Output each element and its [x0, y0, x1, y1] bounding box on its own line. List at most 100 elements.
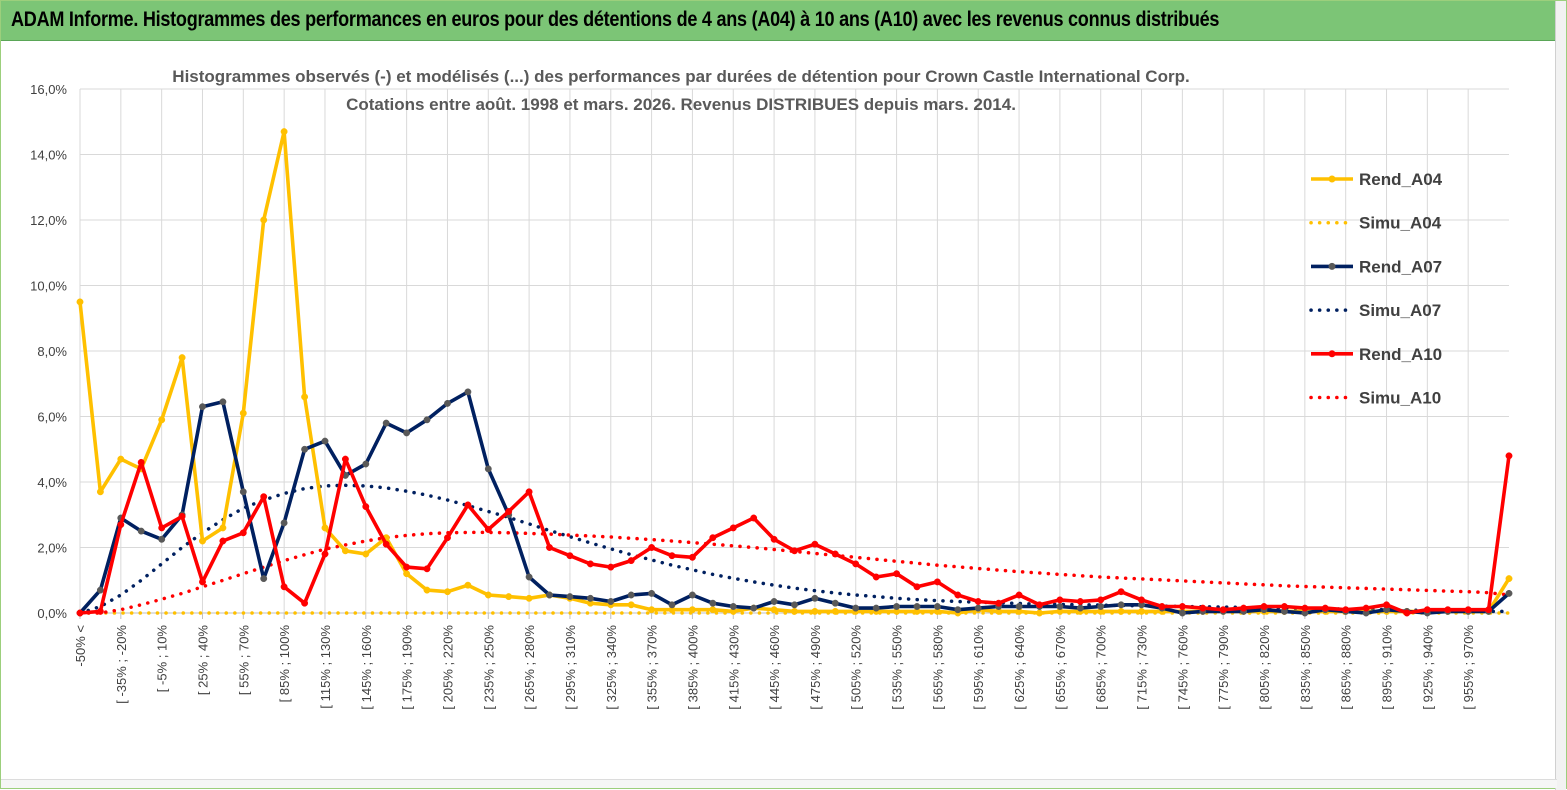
series-rend-a07-point: [362, 460, 370, 468]
series-rend-a10-point: [586, 560, 594, 568]
x-tick-label: [ 715% ; 730%: [1135, 625, 1150, 710]
legend-label-rend-a04: Rend_A04: [1359, 170, 1443, 189]
legend-label-simu-a04: Simu_A04: [1359, 214, 1442, 233]
x-tick-label: [ 655% ; 670%: [1053, 625, 1068, 710]
x-tick-label: [ 25% ; 40%: [195, 625, 210, 696]
series-rend-a10-point: [1485, 606, 1493, 614]
x-tick-label: [ 775% ; 790%: [1216, 625, 1231, 710]
series-rend-a07-point: [525, 573, 533, 581]
series-rend-a04-point: [321, 524, 329, 532]
series-rend-a04-point: [831, 607, 839, 615]
series-rend-a10-point: [750, 514, 758, 522]
series-rend-a07-point: [1178, 609, 1186, 617]
legend-label-rend-a10: Rend_A10: [1359, 345, 1442, 364]
series-rend-a04-point: [464, 581, 472, 589]
legend-marker-rend-a10: [1328, 350, 1336, 358]
series-rend-a10-point: [872, 573, 880, 581]
series-rend-a10-point: [505, 508, 513, 515]
scrollbar-horizontal[interactable]: [1, 779, 1557, 788]
series-rend-a10-point: [791, 547, 798, 555]
series-rend-a04-point: [362, 550, 370, 558]
series-rend-a07-point: [301, 445, 309, 453]
series-rend-a10-point: [668, 552, 676, 560]
chart-series: [76, 128, 1513, 617]
series-rend-a07-point: [893, 603, 901, 610]
series-rend-a07-point: [321, 437, 329, 445]
x-tick-label: [ 805% ; 820%: [1257, 625, 1272, 710]
series-rend-a10-point: [688, 553, 696, 561]
y-tick-label: 12,0%: [30, 213, 67, 228]
series-rend-a10-point: [1138, 596, 1145, 604]
x-tick-label: [ 145% ; 160%: [359, 625, 374, 710]
series-rend-a04-point: [1505, 575, 1513, 583]
series-rend-a07-point: [219, 398, 227, 406]
series-rend-a04-point: [219, 524, 227, 532]
series-rend-a07-point: [913, 603, 921, 610]
x-axis: -50% < [ -35% ; -20% [ -5% ; 10% [ 25% ; 40…: [73, 612, 1509, 710]
x-tick-label: [ 415% ; 430%: [726, 625, 741, 710]
y-tick-label: 8,0%: [37, 344, 67, 359]
series-rend-a07-point: [1097, 603, 1105, 610]
series-rend-a07-point: [444, 399, 451, 407]
series-rend-a10-point: [1403, 609, 1411, 617]
series-rend-a07-point: [974, 604, 982, 612]
series-rend-a10-point: [301, 599, 309, 607]
x-tick-label: [ 865% ; 880%: [1339, 625, 1354, 710]
series-rend-a10-point: [913, 583, 921, 591]
series-rend-a04-point: [525, 594, 533, 602]
x-tick-label: [ 445% ; 460%: [767, 625, 782, 710]
series-rend-a04-point: [627, 601, 635, 609]
x-tick-label: [ 235% ; 250%: [481, 625, 496, 710]
legend-marker-rend-a04: [1328, 175, 1336, 183]
series-rend-a10-point: [1178, 603, 1186, 610]
series-rend-a07-point: [852, 604, 860, 612]
series-rend-a07-point: [607, 598, 615, 605]
scrollbar-vertical[interactable]: [1555, 1, 1566, 790]
series-rend-a10-point: [178, 512, 186, 520]
series-rend-a04-point: [96, 488, 104, 496]
series-rend-a07-line: [78, 390, 1511, 615]
x-tick-label: [ 385% ; 400%: [685, 625, 700, 710]
series-rend-a10-point: [1240, 604, 1248, 612]
x-tick-label: [ 265% ; 280%: [522, 625, 537, 710]
series-rend-a07-point: [239, 488, 247, 496]
series-rend-a10-point: [566, 552, 574, 560]
series-rend-a07-point: [1117, 601, 1125, 609]
series-rend-a07-point: [199, 403, 206, 411]
series-rend-a10-point: [648, 544, 656, 551]
series-rend-a04-point: [341, 547, 349, 555]
series-rend-a10-point: [729, 524, 737, 532]
series-rend-a04-point: [709, 606, 717, 614]
series-rend-a10-point: [1444, 606, 1452, 614]
series-rend-a10-point: [117, 521, 125, 529]
series-rend-a10-point: [1199, 604, 1207, 612]
series-rend-a10-point: [1076, 598, 1084, 605]
series-rend-a04-point: [770, 606, 778, 614]
series-rend-a04-point: [280, 128, 288, 136]
y-tick-label: 10,0%: [30, 279, 67, 294]
series-rend-a07-point: [566, 593, 574, 601]
series-rend-a10-point: [1117, 588, 1125, 596]
series-rend-a10-point: [893, 570, 901, 578]
x-tick-label: [ 295% ; 310%: [563, 625, 578, 710]
series-rend-a04-point: [178, 354, 186, 362]
series-rend-a07-point: [158, 535, 166, 543]
series-rend-a10-point: [219, 537, 227, 545]
series-rend-a04-point: [648, 606, 656, 614]
series-rend-a07-point: [260, 575, 268, 583]
series-rend-a04-point: [301, 393, 309, 401]
series-rend-a10-point: [1342, 606, 1350, 614]
series-rend-a10-line: [79, 455, 1511, 615]
series-rend-a10-point: [1056, 596, 1064, 604]
x-tick-label: [ -35% ; -20%: [114, 625, 129, 704]
series-rend-a10-point: [1260, 603, 1268, 610]
series-rend-a04-point: [1117, 607, 1125, 615]
series-rend-a07-point: [280, 519, 288, 527]
chart-title-line2: Cotations entre août. 1998 et mars. 2026…: [346, 95, 1016, 114]
series-rend-a07-point: [137, 527, 145, 535]
series-rend-a04-point: [423, 586, 431, 594]
y-tick-label: 4,0%: [37, 475, 67, 490]
x-tick-label: [ 115% ; 130%: [318, 625, 333, 709]
legend-label-simu-a10: Simu_A10: [1359, 389, 1441, 408]
